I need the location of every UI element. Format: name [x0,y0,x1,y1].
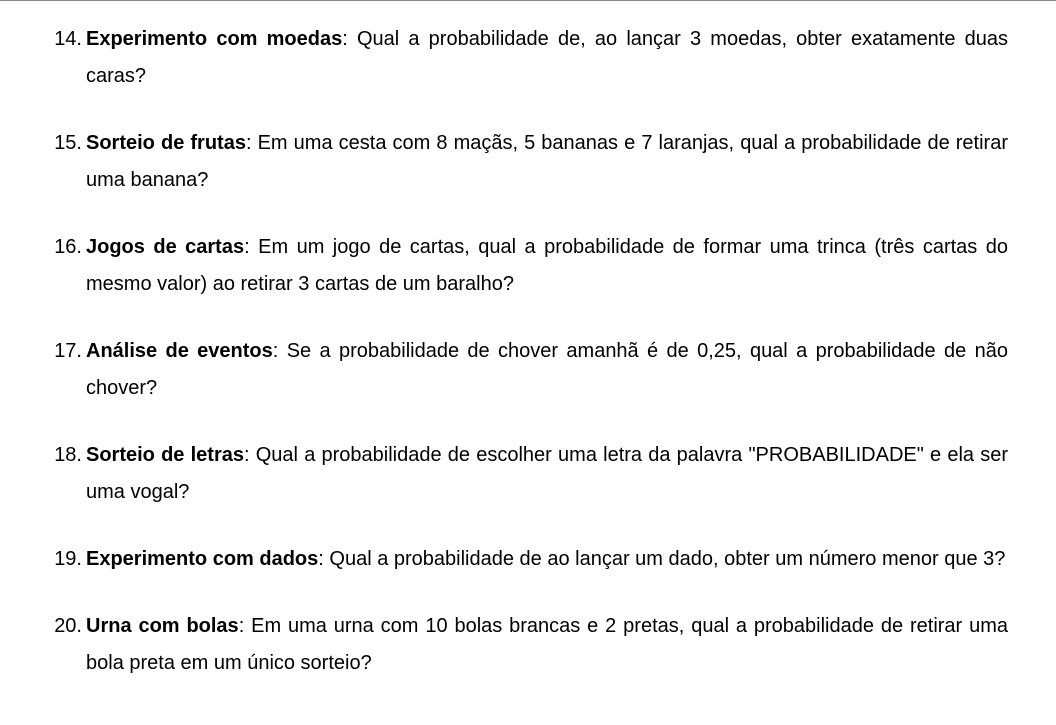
item-title: Urna com bolas [86,615,239,637]
item-number: 17. [48,333,82,370]
item-body: : Qual a probabilidade de ao lançar um d… [318,548,1005,570]
item-number: 16. [48,229,82,266]
item-title: Sorteio de frutas [86,132,246,154]
list-item: 17. Análise de eventos: Se a probabilida… [48,333,1008,407]
question-list: 14. Experimento com moedas : Qual a proba… [48,21,1008,682]
item-title: Jogos de cartas [86,236,244,258]
item-number: 20. [48,608,82,645]
item-number: 15. [48,125,82,162]
page: 14. Experimento com moedas : Qual a proba… [0,0,1056,682]
list-item: 18. Sorteio de letras: Qual a probabilid… [48,437,1008,511]
item-title: Sorteio de letras [86,444,244,466]
list-item: 14. Experimento com moedas: Qual a proba… [48,21,1008,95]
item-number: 19. [48,541,82,578]
item-title: Experimento com moedas [86,28,342,50]
list-item: 19. Experimento com dados: Qual a probab… [48,541,1008,578]
item-number: 18. [48,437,82,474]
list-item: 15. Sorteio de frutas: Em uma cesta com … [48,125,1008,199]
item-title: Análise de eventos [86,340,273,362]
list-item: 20. Urna com bolas: Em uma urna com 10 b… [48,608,1008,682]
item-number: 14. [48,21,82,58]
list-item: 16. Jogos de cartas: Em um jogo de carta… [48,229,1008,303]
item-title: Experimento com dados [86,548,318,570]
